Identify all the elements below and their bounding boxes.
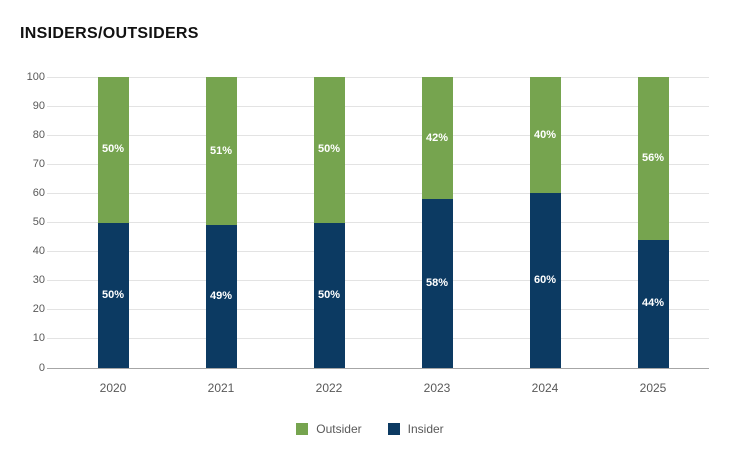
y-tick-label: 50 [32, 216, 45, 228]
gridline [47, 163, 709, 165]
x-tick-label: 2023 [423, 381, 451, 395]
data-label-insider: 49% [209, 290, 233, 303]
bar-segment-outsider: 50% [313, 77, 345, 223]
data-label-insider: 50% [317, 288, 341, 301]
data-label-insider: 44% [641, 297, 665, 310]
gridline [47, 105, 709, 107]
bar-segment-outsider: 56% [637, 77, 669, 240]
y-tick-label: 20 [32, 303, 45, 316]
data-label-insider: 58% [425, 277, 449, 290]
y-tick-label: 30 [32, 274, 45, 287]
y-tick-label: 40 [32, 245, 45, 258]
data-label-outsider: 40% [533, 128, 557, 141]
y-tick-label: 0 [38, 361, 45, 374]
bar-segment-insider: 60% [529, 193, 561, 368]
stacked-bar: 42% 58% [421, 77, 453, 368]
y-tick-label: 90 [32, 99, 45, 112]
x-tick-label: 2020 [99, 381, 127, 395]
stacked-bar: 40% 60% [529, 77, 561, 368]
gridline [47, 222, 709, 223]
gridline [47, 76, 709, 78]
bar-group: 51% 49% 2021 [167, 77, 275, 395]
bar-group: 40% 60% 2024 [491, 77, 599, 395]
bar-segment-insider: 50% [313, 222, 345, 368]
stacked-bar: 51% 49% [205, 77, 237, 368]
bar-group: 56% 44% 2025 [599, 77, 707, 395]
y-tick-label: 80 [32, 128, 45, 141]
bar-segment-outsider: 40% [529, 77, 561, 194]
data-label-insider: 50% [101, 288, 125, 301]
gridline [47, 251, 709, 253]
bar-segment-insider: 58% [421, 199, 453, 368]
y-tick-label: 10 [32, 332, 45, 345]
y-tick-label: 60 [32, 186, 45, 199]
gridline [47, 192, 709, 194]
x-tick-label: 2022 [315, 381, 343, 395]
stacked-bar: 56% 44% [637, 77, 669, 368]
bar-group: 42% 58% 2023 [383, 77, 491, 395]
data-label-outsider: 51% [209, 144, 233, 157]
x-tick-label: 2025 [639, 381, 667, 395]
bar-group: 50% 50% 2020 [59, 77, 167, 395]
legend-item-insider: Insider [387, 422, 444, 436]
legend-label: Outsider [316, 422, 362, 436]
y-tick-label: 70 [32, 157, 45, 170]
bar-segment-outsider: 42% [421, 77, 453, 200]
data-label-outsider: 50% [317, 143, 341, 156]
stacked-bar: 50% 50% [313, 77, 345, 368]
data-label-outsider: 56% [641, 151, 665, 164]
legend-label: Insider [407, 422, 444, 436]
x-tick-label: 2024 [531, 381, 559, 395]
gridline [47, 280, 709, 282]
stacked-bar: 50% 50% [97, 77, 129, 368]
bar-segment-insider: 44% [637, 239, 669, 368]
chart-title: INSIDERS/OUTSIDERS [20, 25, 199, 42]
bars-container: 50% 50% 2020 51% 49% 2021 50% 50% 2022 42% 58% 2023… [59, 77, 707, 395]
data-label-outsider: 42% [425, 131, 449, 144]
data-label-outsider: 50% [101, 143, 125, 156]
legend-swatch-insider [387, 423, 400, 435]
gridline [47, 309, 709, 311]
bar-segment-insider: 50% [97, 222, 129, 368]
bar-group: 50% 50% 2022 [275, 77, 383, 395]
gridline [47, 134, 709, 136]
bar-segment-insider: 49% [205, 225, 237, 368]
legend-item-outsider: Outsider [296, 422, 362, 436]
bar-segment-outsider: 50% [97, 77, 129, 223]
bar-segment-outsider: 51% [205, 77, 237, 226]
y-tick-label: 100 [26, 70, 45, 83]
gridline [47, 338, 709, 340]
x-tick-label: 2021 [207, 381, 235, 395]
plot-area: 0 10 20 30 40 50 60 70 80 90 100 50% 50% 2020 51% 49% 2… [27, 71, 709, 395]
legend: Outsider Insider [0, 423, 740, 435]
legend-swatch-outsider [296, 423, 309, 435]
data-label-insider: 60% [533, 274, 557, 287]
